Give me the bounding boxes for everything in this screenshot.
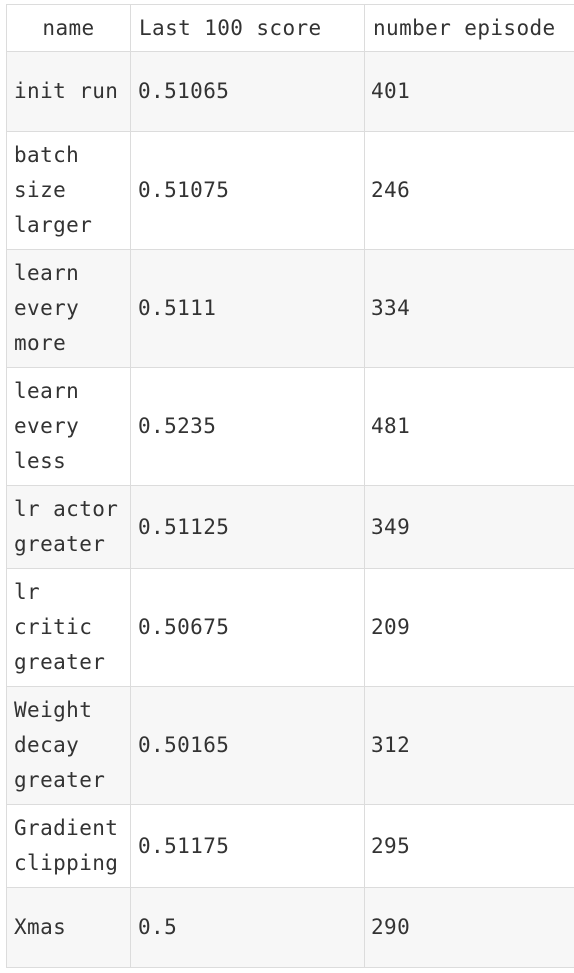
column-header-score: Last 100 score: [130, 4, 365, 52]
run-name-cell: init run: [6, 51, 131, 132]
episode-count-cell: 334: [364, 249, 574, 368]
score-cell: 0.5111: [130, 249, 365, 368]
table-row: Weight decay greater 0.50165 312: [6, 686, 574, 805]
table-body: init run 0.51065 401 batch size larger 0.510…: [6, 51, 574, 968]
score-cell: 0.5235: [130, 367, 365, 486]
run-name-cell: lr actor greater: [6, 485, 131, 569]
run-name-cell: Weight decay greater: [6, 686, 131, 805]
column-header-name: name: [6, 4, 131, 52]
column-header-episodes: number episode: [364, 4, 574, 52]
episode-count-cell: 295: [364, 804, 574, 888]
table-row: lr actor greater 0.51125 349: [6, 485, 574, 569]
episode-count-cell: 481: [364, 367, 574, 486]
table-row: batch size larger 0.51075 246: [6, 131, 574, 250]
table-row: init run 0.51065 401: [6, 51, 574, 132]
episode-count-cell: 209: [364, 568, 574, 687]
table-row: lr critic greater 0.50675 209: [6, 568, 574, 687]
episode-count-cell: 312: [364, 686, 574, 805]
run-name-cell: Gradient clipping: [6, 804, 131, 888]
episode-count-cell: 349: [364, 485, 574, 569]
episode-count-cell: 290: [364, 887, 574, 968]
table-row: learn every more 0.5111 334: [6, 249, 574, 368]
header-row: name Last 100 score number episode: [6, 4, 574, 52]
table-row: Xmas 0.5 290: [6, 887, 574, 968]
score-cell: 0.51065: [130, 51, 365, 132]
results-table: name Last 100 score number episode init …: [6, 4, 574, 968]
table-header: name Last 100 score number episode: [6, 4, 574, 52]
episode-count-cell: 401: [364, 51, 574, 132]
episode-count-cell: 246: [364, 131, 574, 250]
table-row: learn every less 0.5235 481: [6, 367, 574, 486]
run-name-cell: learn every less: [6, 367, 131, 486]
score-cell: 0.51075: [130, 131, 365, 250]
run-name-cell: Xmas: [6, 887, 131, 968]
score-cell: 0.51175: [130, 804, 365, 888]
score-cell: 0.51125: [130, 485, 365, 569]
run-name-cell: lr critic greater: [6, 568, 131, 687]
score-cell: 0.50675: [130, 568, 365, 687]
results-table-container: name Last 100 score number episode init …: [0, 4, 574, 968]
score-cell: 0.5: [130, 887, 365, 968]
table-row: Gradient clipping 0.51175 295: [6, 804, 574, 888]
score-cell: 0.50165: [130, 686, 365, 805]
run-name-cell: batch size larger: [6, 131, 131, 250]
run-name-cell: learn every more: [6, 249, 131, 368]
